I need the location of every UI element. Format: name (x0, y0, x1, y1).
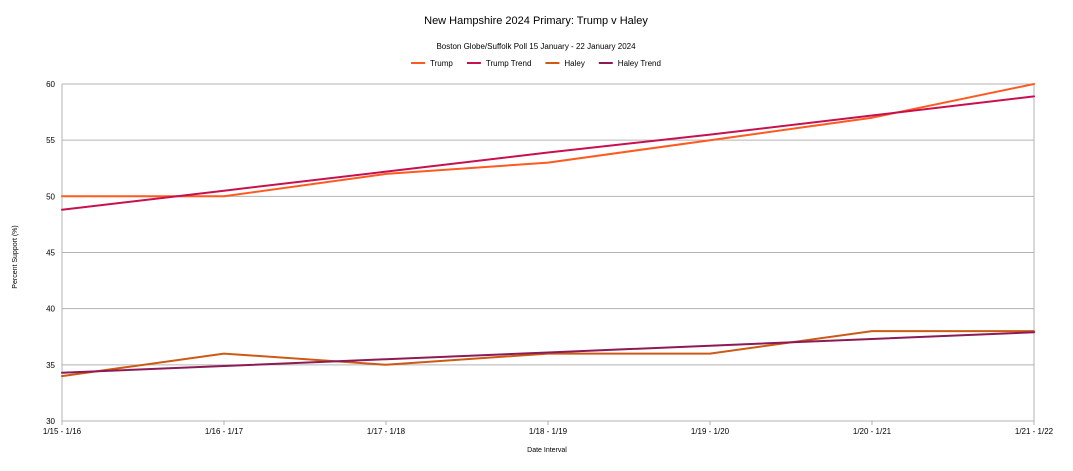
legend-label: Haley (564, 59, 584, 68)
y-tick-label: 35 (46, 361, 55, 370)
legend: Trump Trump Trend Haley Haley Trend (411, 59, 661, 68)
legend-item: Trump (411, 59, 453, 68)
y-axis-ticks: 30 35 40 45 50 55 60 (46, 80, 55, 426)
x-axis-ticks: 1/15 - 1/16 1/16 - 1/17 1/17 - 1/18 1/18 - … (43, 421, 1054, 436)
x-axis-title: Date Interval (527, 447, 567, 454)
x-tick-label: 1/21 - 1/22 (1015, 427, 1054, 436)
y-tick-label: 50 (46, 192, 55, 201)
legend-item: Trump Trend (467, 59, 532, 68)
x-tick-label: 1/15 - 1/16 (43, 427, 82, 436)
gridlines (62, 84, 1034, 421)
y-tick-label: 60 (46, 80, 55, 89)
legend-label: Trump (430, 59, 453, 68)
x-tick-label: 1/19 - 1/20 (691, 427, 730, 436)
series-layer (62, 84, 1034, 376)
x-tick-label: 1/17 - 1/18 (367, 427, 406, 436)
x-tick-label: 1/16 - 1/17 (205, 427, 244, 436)
y-tick-label: 40 (46, 305, 55, 314)
x-tick-label: 1/20 - 1/21 (853, 427, 892, 436)
chart-subtitle: Boston Globe/Suffolk Poll 15 January - 2… (436, 42, 636, 51)
series-line-trump-trend (62, 96, 1034, 209)
legend-item: Haley (545, 59, 584, 68)
legend-item: Haley Trend (599, 59, 661, 68)
chart-title: New Hampshire 2024 Primary: Trump v Hale… (424, 15, 648, 27)
y-tick-label: 30 (46, 417, 55, 426)
y-tick-label: 45 (46, 249, 55, 258)
legend-label: Trump Trend (486, 59, 532, 68)
y-axis-title: Percent Support (%) (12, 225, 19, 288)
x-tick-label: 1/18 - 1/19 (529, 427, 568, 436)
legend-label: Haley Trend (618, 59, 661, 68)
y-tick-label: 55 (46, 136, 55, 145)
